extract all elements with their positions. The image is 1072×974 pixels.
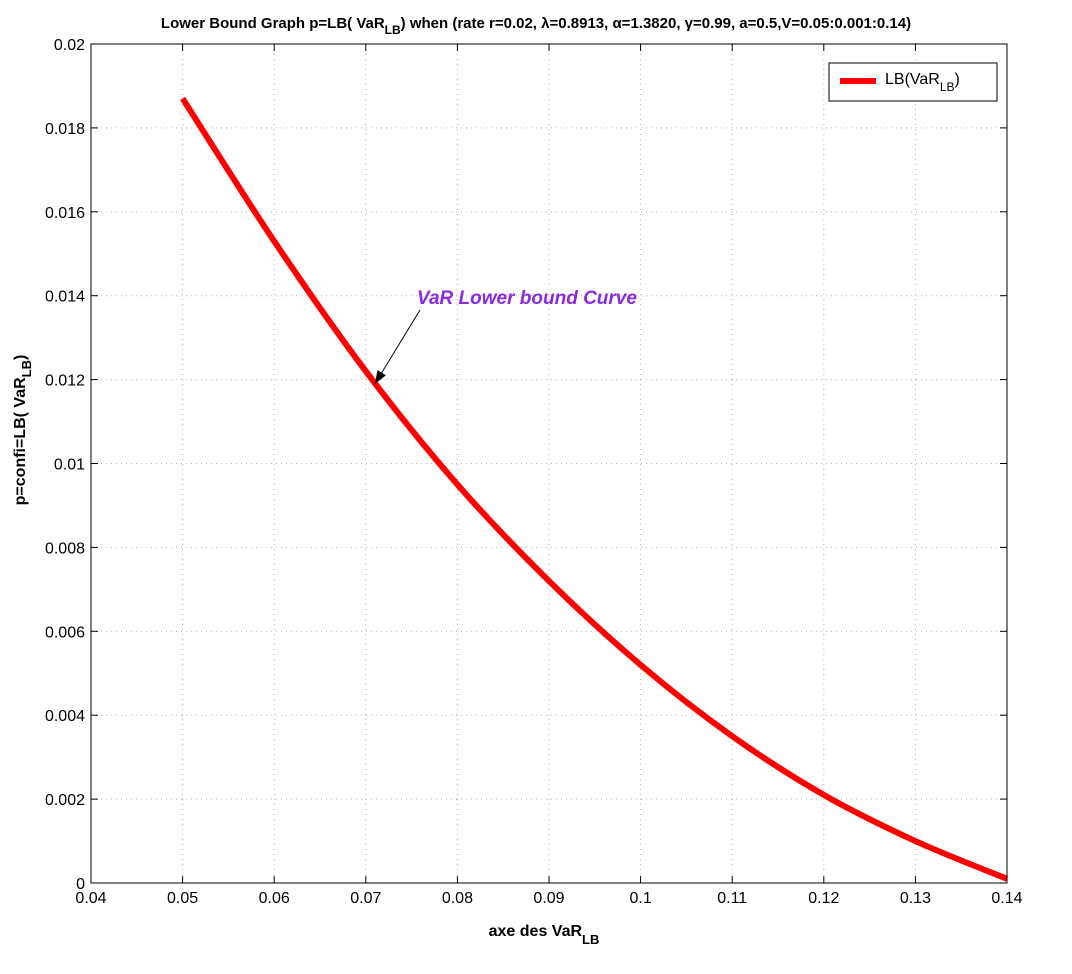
legend: LB(VaRLB) [828, 62, 998, 102]
x-tick-label: 0.08 [442, 890, 473, 907]
y-tick-label: 0.01 [54, 457, 85, 474]
x-tick-label: 0.04 [75, 890, 106, 907]
series-layer [180, 96, 1009, 882]
annotation-arrow-head [374, 370, 387, 384]
y-tick-label: 0.004 [45, 708, 85, 725]
y-tick-label: 0.008 [45, 540, 85, 557]
x-tick-label: 0.09 [533, 890, 564, 907]
tick-layer: 0.04 0.05 0.06 0.07 0.08 0.09 0.1 0.11 0.12 0.13 0… [45, 37, 1023, 907]
y-tick-label: 0.018 [45, 121, 85, 138]
y-tick-label: 0.016 [45, 205, 85, 222]
x-tick-label: 0.14 [991, 890, 1022, 907]
series-line [180, 96, 1009, 882]
chart-title: Lower Bound Graph p=LB( VaRLB) when (rat… [161, 15, 911, 37]
annotation-arrow-line [374, 309, 421, 385]
x-tick-label: 0.07 [350, 890, 381, 907]
y-axis-label: p=confi=LB( VaRLB) [12, 355, 34, 506]
plot-area [91, 44, 1007, 883]
x-axis-label: axe des VaRLB [489, 923, 600, 947]
x-tick-label: 0.05 [167, 890, 198, 907]
y-tick-label: 0.006 [45, 624, 85, 641]
y-tick-label: 0 [76, 876, 85, 893]
x-tick-label: 0.1 [629, 890, 651, 907]
x-tick-label: 0.11 [717, 890, 747, 907]
x-tick-label: 0.13 [900, 890, 931, 907]
y-tick-label: 0.002 [45, 792, 85, 809]
legend-entry: LB(VaRLB) [885, 71, 960, 94]
x-tick-label: 0.06 [259, 890, 290, 907]
y-tick-label: 0.012 [45, 373, 85, 390]
y-tick-label: 0.014 [45, 289, 85, 306]
annotation: VaR Lower bound Curve [374, 288, 637, 385]
annotation-text: VaR Lower bound Curve [417, 288, 637, 309]
x-tick-label: 0.12 [808, 890, 839, 907]
y-tick-label: 0.02 [54, 37, 85, 54]
